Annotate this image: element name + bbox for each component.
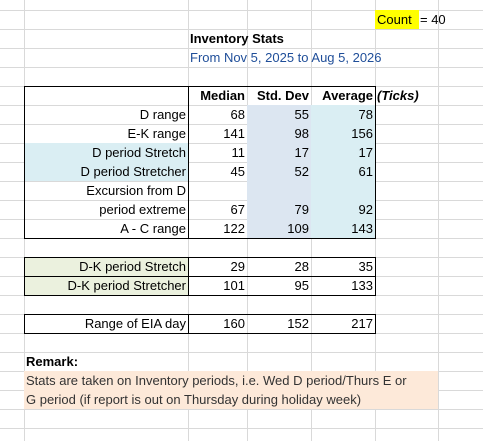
value-cell: 217 xyxy=(351,316,373,331)
value-cell: 67 xyxy=(230,202,245,217)
value-cell: 17 xyxy=(358,145,373,160)
column-header: Std. Dev xyxy=(256,88,309,103)
row-border xyxy=(24,276,376,277)
cell-fill xyxy=(311,105,375,238)
value-cell: 156 xyxy=(351,126,373,141)
value-cell: 78 xyxy=(358,107,373,122)
remark-line: Stats are taken on Inventory periods, i.… xyxy=(26,373,407,388)
row-label: D period Stretch xyxy=(92,145,186,160)
value-cell: 11 xyxy=(231,145,246,160)
column-header: Median xyxy=(200,88,245,103)
value-cell: 95 xyxy=(294,278,309,293)
value-cell: 61 xyxy=(358,164,373,179)
value-cell: 79 xyxy=(294,202,309,217)
row-label: E-K range xyxy=(127,126,186,141)
value-cell: 122 xyxy=(223,221,245,236)
value-cell: 35 xyxy=(358,259,373,274)
value-cell: 133 xyxy=(351,278,373,293)
value-cell: 141 xyxy=(223,126,245,141)
row-label: D-K period Stretcher xyxy=(67,278,187,293)
cell-fill xyxy=(247,105,311,238)
table-border xyxy=(24,86,189,239)
value-cell: 160 xyxy=(223,316,245,331)
value-cell: 55 xyxy=(294,107,309,122)
cell-fill xyxy=(24,371,438,409)
row-label: Excursion from D xyxy=(86,183,186,198)
value-cell: 98 xyxy=(294,126,309,141)
row-label: D range xyxy=(139,107,186,122)
value-cell: 17 xyxy=(294,145,309,160)
value-cell: 92 xyxy=(358,202,373,217)
row-label: D period Stretcher xyxy=(80,164,187,179)
subtitle: From Nov 5, 2025 to Aug 5, 2026 xyxy=(190,50,382,65)
value-cell: 29 xyxy=(230,259,245,274)
row-label: Range of EIA day xyxy=(84,316,186,331)
unit-label: (Ticks) xyxy=(377,88,419,103)
value-cell: 101 xyxy=(223,278,245,293)
value-cell: 109 xyxy=(287,221,309,236)
value-cell: 68 xyxy=(230,107,245,122)
row-label: period extreme xyxy=(99,202,186,217)
column-header: Average xyxy=(322,88,373,103)
value-cell: 143 xyxy=(351,221,373,236)
row-label: D-K period Stretch xyxy=(79,259,186,274)
title: Inventory Stats xyxy=(190,31,284,46)
remark-line: G period (if report is out on Thursday d… xyxy=(26,392,362,407)
remark-title: Remark: xyxy=(26,354,79,369)
value-cell: 28 xyxy=(294,259,309,274)
value-cell: 45 xyxy=(230,164,245,179)
count-label: Count xyxy=(377,12,412,27)
count-value: = 40 xyxy=(420,12,446,27)
cell-fill xyxy=(375,10,419,29)
row-label: A - C range xyxy=(120,221,186,236)
table-border xyxy=(24,314,189,334)
value-cell: 52 xyxy=(294,164,309,179)
value-cell: 152 xyxy=(287,316,309,331)
cell-fill xyxy=(24,143,188,181)
